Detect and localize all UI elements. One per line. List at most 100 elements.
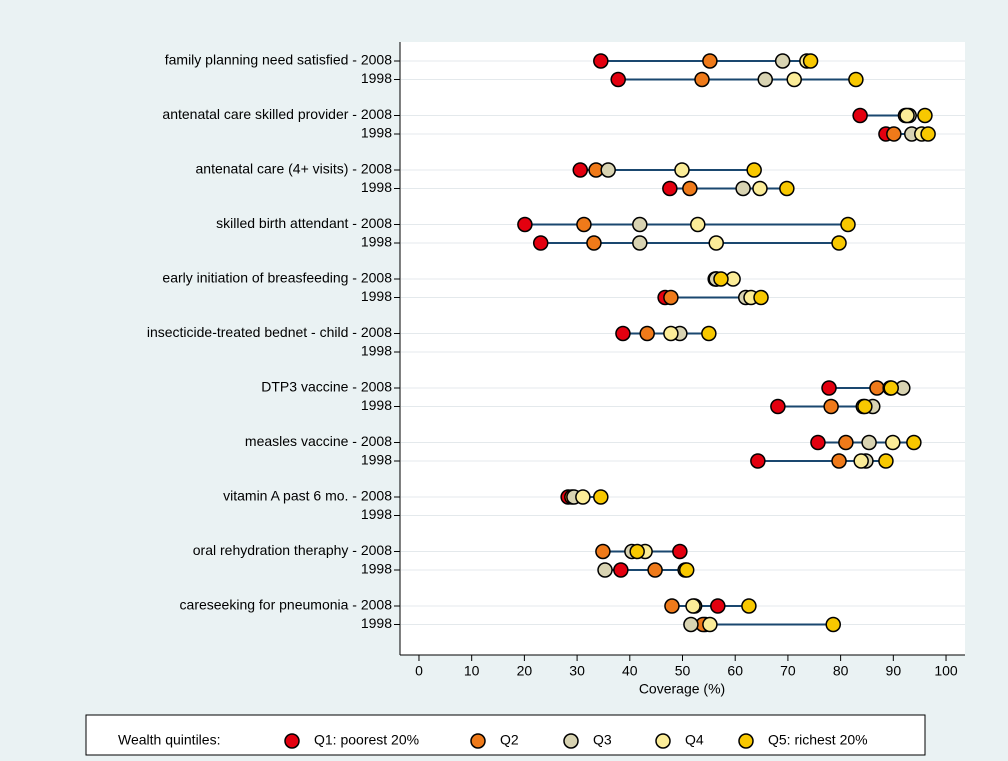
dot [694, 71, 710, 88]
y-tick-label: 1998 [361, 615, 392, 631]
dot [869, 380, 885, 396]
y-tick-label: 1998 [361, 561, 392, 577]
dot [647, 562, 663, 578]
dot [823, 398, 839, 415]
legend-label: Q2 [500, 732, 519, 748]
dot [802, 53, 819, 69]
dot [702, 616, 718, 633]
y-tick-label: 1998 [361, 343, 392, 359]
x-tick-label: 100 [934, 663, 958, 679]
dot [595, 543, 611, 560]
dot [639, 325, 655, 342]
dot [662, 180, 678, 197]
x-tick-label: 40 [622, 663, 638, 679]
dot [852, 107, 868, 124]
dot [713, 271, 729, 287]
dot [701, 325, 717, 342]
dot [840, 216, 856, 233]
y-tick-label: vitamin A past 6 mo. - 2008 [223, 488, 392, 504]
x-tick-label: 80 [833, 663, 849, 679]
x-tick-label: 90 [886, 663, 902, 679]
dot [682, 180, 698, 197]
legend-title: Wealth quintiles: [118, 732, 220, 748]
dot [615, 325, 631, 342]
dot [613, 562, 629, 578]
dot [674, 162, 690, 178]
dot [610, 71, 626, 88]
dot [810, 434, 826, 451]
dot [774, 53, 791, 69]
dot [753, 289, 769, 306]
x-tick-label: 20 [517, 663, 533, 679]
y-tick-label: antenatal care (4+ visits) - 2008 [196, 161, 393, 177]
dot [575, 489, 591, 505]
dot [593, 53, 609, 69]
y-tick-label: oral rehydration theraphy - 2008 [193, 542, 392, 558]
y-tick-label: DTP3 vaccine - 2008 [261, 379, 392, 395]
dot [629, 543, 645, 560]
dot [853, 453, 869, 469]
legend-box [85, 714, 926, 756]
y-tick-label: 1998 [361, 288, 392, 304]
dot [821, 380, 837, 396]
dot [770, 398, 786, 415]
dot [857, 398, 873, 415]
dot [899, 107, 915, 124]
y-tick-label: 1998 [361, 179, 392, 195]
x-tick-label: 10 [464, 663, 480, 679]
dot [708, 235, 724, 251]
dot [632, 235, 648, 251]
dot [685, 598, 701, 614]
y-tick-label: skilled birth attendant - 2008 [216, 215, 392, 231]
dot [750, 453, 766, 469]
dot [735, 180, 751, 197]
dot [710, 598, 726, 614]
dot [664, 598, 680, 614]
y-tick-label: antenatal care skilled provider - 2008 [162, 106, 392, 122]
legend-marker [655, 733, 671, 749]
x-tick-label: 0 [415, 663, 423, 679]
dot [532, 235, 549, 251]
dot [741, 598, 757, 614]
y-tick-label: 1998 [361, 234, 392, 250]
dot [838, 434, 854, 451]
legend-marker [563, 733, 579, 749]
dot [920, 126, 936, 142]
dot [663, 325, 679, 342]
y-tick-label: early initiation of breasfeeding - 2008 [162, 270, 392, 286]
dot [883, 380, 899, 396]
dot [878, 453, 894, 469]
dot [885, 434, 901, 451]
dot [690, 216, 706, 233]
y-tick-label: measles vaccine - 2008 [245, 433, 392, 449]
legend-marker [738, 733, 754, 749]
legend-label: Q3 [593, 732, 612, 748]
dot [786, 71, 802, 88]
dot [572, 162, 589, 178]
y-tick-label: 1998 [361, 70, 392, 86]
dot [678, 562, 695, 578]
x-tick-label: 50 [675, 663, 691, 679]
y-tick-label: family planning need satisfied - 2008 [165, 52, 392, 68]
dot [906, 434, 922, 451]
legend-label: Q1: poorest 20% [314, 732, 419, 748]
dot [917, 107, 933, 124]
dot [683, 616, 699, 633]
dot [600, 162, 616, 178]
y-tick-label: insecticide-treated bednet - child - 200… [147, 324, 392, 340]
dot [825, 616, 841, 633]
dot [593, 489, 609, 505]
dot [517, 216, 533, 233]
y-tick-label: careseeking for pneumonia - 2008 [180, 597, 393, 613]
dot [831, 453, 847, 469]
x-axis-label: Coverage (%) [639, 681, 725, 697]
y-tick-label: 1998 [361, 506, 392, 522]
y-tick-label: 1998 [361, 125, 392, 141]
legend-label: Q5: richest 20% [768, 732, 868, 748]
x-tick-label: 30 [569, 663, 585, 679]
dot [831, 235, 847, 251]
dot [886, 126, 902, 142]
dot [632, 216, 648, 233]
dot [861, 434, 877, 451]
